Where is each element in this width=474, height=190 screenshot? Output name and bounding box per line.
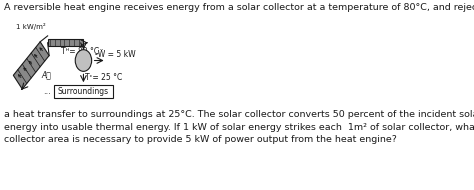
- Text: a heat transfer to surroundings at 25°C. The solar collector converts 50 percent: a heat transfer to surroundings at 25°C.…: [4, 110, 474, 119]
- Polygon shape: [13, 42, 49, 89]
- Bar: [55, 85, 112, 98]
- Circle shape: [75, 50, 91, 71]
- Text: 1 kW/m²: 1 kW/m²: [16, 23, 46, 30]
- Text: Aⲟ: Aⲟ: [41, 70, 51, 79]
- Text: -Ẅ = 5 kW: -Ẅ = 5 kW: [95, 50, 135, 59]
- Text: A reversible heat engine receives energy from a solar collector at a temperature: A reversible heat engine receives energy…: [4, 3, 474, 12]
- Text: Surroundings: Surroundings: [58, 87, 109, 96]
- Text: Tᴴ= 80 °C: Tᴴ= 80 °C: [61, 47, 99, 56]
- Text: collector area is necessary to provide 5 kW of power output from the heat engine: collector area is necessary to provide 5…: [4, 135, 397, 144]
- Bar: [48, 39, 83, 46]
- Text: energy into usable thermal energy. If 1 kW of solar energy strikes each  1m² of : energy into usable thermal energy. If 1 …: [4, 123, 474, 132]
- Text: Tᶜ= 25 °C: Tᶜ= 25 °C: [85, 73, 122, 82]
- Text: ...: ...: [43, 87, 51, 96]
